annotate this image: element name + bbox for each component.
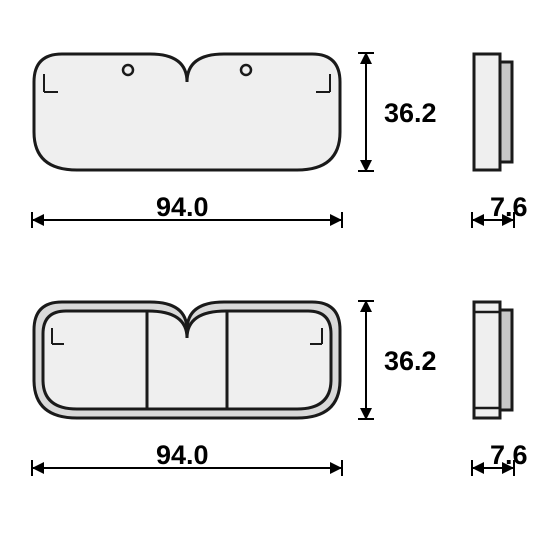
brake-pad-side-1 <box>472 52 514 172</box>
dim-line-height-1 <box>365 52 367 172</box>
brake-pad-side-2 <box>472 300 514 420</box>
dim-line-height-2 <box>365 300 367 420</box>
dim-arrow <box>472 214 484 226</box>
brake-pad-front-2 <box>32 300 342 420</box>
dim-arrow <box>360 300 372 312</box>
diagram-canvas: 36.2 94.0 7.6 36.2 94.0 <box>0 0 560 543</box>
dim-arrow <box>472 462 484 474</box>
dim-arrow <box>360 52 372 64</box>
dim-label-width-1: 94.0 <box>156 192 209 223</box>
dim-label-thick-1: 7.6 <box>490 192 528 223</box>
dim-arrow <box>330 462 342 474</box>
dim-arrow <box>330 214 342 226</box>
dim-label-height-1: 36.2 <box>384 98 437 129</box>
dim-arrow <box>360 408 372 420</box>
dim-label-thick-2: 7.6 <box>490 440 528 471</box>
dim-label-width-2: 94.0 <box>156 440 209 471</box>
brake-pad-front-1 <box>32 52 342 172</box>
dim-arrow <box>32 462 44 474</box>
dim-label-height-2: 36.2 <box>384 346 437 377</box>
dim-arrow <box>360 160 372 172</box>
dim-arrow <box>32 214 44 226</box>
